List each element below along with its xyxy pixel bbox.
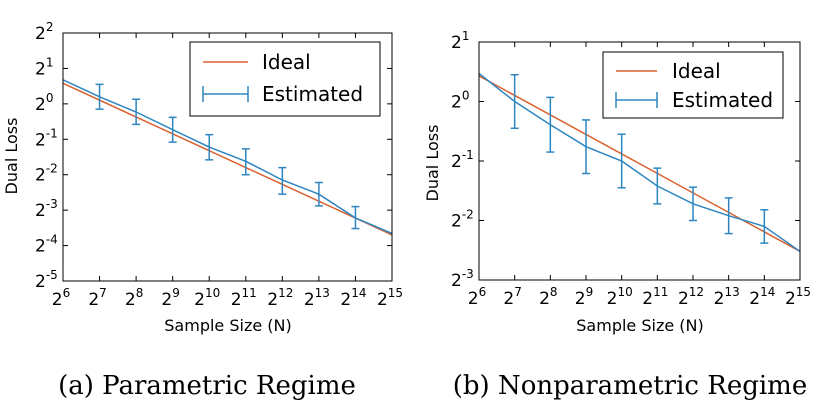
error-bar bbox=[689, 186, 697, 222]
error-bar bbox=[314, 181, 323, 207]
x-tick-label: 27 bbox=[88, 286, 106, 310]
plot-area: 26 27 28 29 210 211 212 213 214 215 21 20 2-1 2-2 2-3 bbox=[451, 29, 811, 309]
ideal-line bbox=[63, 82, 392, 236]
estimated-line bbox=[479, 72, 800, 253]
error-bar bbox=[241, 148, 250, 176]
x-axis-title: Sample Size (N) bbox=[576, 316, 703, 335]
legend-errorbar-icon bbox=[202, 86, 249, 102]
x-tick-label: 213 bbox=[304, 286, 330, 310]
y-tick-label: 2-1 bbox=[451, 148, 474, 172]
y-tick-label: 2-3 bbox=[451, 267, 474, 291]
x-tick-label: 26 bbox=[468, 285, 486, 309]
error-bar bbox=[617, 133, 626, 189]
ideal-line bbox=[479, 75, 800, 253]
x-tick-label: 28 bbox=[539, 285, 557, 309]
y-tick-label: 2-5 bbox=[35, 268, 58, 292]
error-bar bbox=[132, 98, 141, 126]
error-bar bbox=[760, 209, 769, 244]
x-tick-label: 210 bbox=[607, 285, 633, 309]
y-tick-label: 20 bbox=[35, 91, 53, 115]
y-tick-label: 21 bbox=[451, 29, 469, 53]
legend-label-estimated: Estimated bbox=[672, 88, 773, 112]
y-tick-label: 2-2 bbox=[35, 162, 58, 186]
legend: Ideal Estimated bbox=[189, 41, 381, 117]
chart-panel-nonparametric: Dual Loss Sample Size (N) 26 27 28 29 210 211… bbox=[423, 29, 811, 335]
error-bar bbox=[205, 133, 214, 161]
error-bar bbox=[95, 83, 104, 110]
plot-area: 26 27 28 29 210 211 212 213 214 215 22 21 20 2-1 2-2 2-… bbox=[35, 20, 403, 310]
y-axis-title: Dual Loss bbox=[423, 125, 442, 202]
x-tick-label: 215 bbox=[785, 285, 811, 309]
chart-panel-parametric: Dual Loss Sample Size (N) 26 27 28 29 210 211… bbox=[2, 20, 403, 335]
error-bar bbox=[724, 197, 733, 235]
y-tick-label: 2-3 bbox=[35, 197, 58, 221]
y-tick-label: 21 bbox=[35, 55, 53, 79]
y-axis-title: Dual Loss bbox=[2, 118, 21, 195]
plot-frame bbox=[62, 32, 393, 282]
x-tick-label: 28 bbox=[125, 286, 143, 310]
caption-b: (b) Nonparametric Regime bbox=[453, 371, 807, 401]
x-tick-label: 212 bbox=[678, 285, 704, 309]
y-tick-label: 20 bbox=[451, 89, 469, 113]
x-tick-label: 210 bbox=[194, 286, 220, 310]
x-tick-label: 213 bbox=[714, 285, 740, 309]
legend-box bbox=[189, 41, 381, 117]
legend-label-ideal: Ideal bbox=[672, 59, 721, 83]
error-bar bbox=[546, 96, 555, 153]
estimated-line bbox=[63, 79, 392, 235]
x-tick-label: 29 bbox=[161, 286, 179, 310]
x-tick-label: 214 bbox=[749, 285, 775, 309]
error-bar bbox=[278, 166, 287, 195]
error-bar bbox=[168, 116, 177, 143]
error-bar bbox=[582, 119, 590, 175]
y-tick-label: 2-4 bbox=[35, 233, 58, 257]
legend-label-ideal: Ideal bbox=[262, 50, 311, 74]
x-tick-label: 27 bbox=[503, 285, 521, 309]
x-tick-label: 212 bbox=[267, 286, 293, 310]
x-tick-label: 214 bbox=[340, 286, 366, 310]
x-tick-label: 211 bbox=[231, 286, 257, 310]
y-tick-label: 2-1 bbox=[35, 126, 58, 150]
x-tick-label: 29 bbox=[575, 285, 593, 309]
y-tick-label: 2-2 bbox=[451, 208, 474, 232]
legend-label-estimated: Estimated bbox=[262, 82, 363, 106]
legend: Ideal Estimated bbox=[602, 51, 784, 119]
legend-box bbox=[602, 51, 784, 119]
y-tick-label: 22 bbox=[35, 20, 53, 44]
error-bar bbox=[653, 167, 662, 205]
x-tick-label: 215 bbox=[377, 286, 403, 310]
error-bar bbox=[510, 73, 519, 130]
legend-errorbar-icon bbox=[615, 92, 658, 108]
caption-a: (a) Parametric Regime bbox=[58, 371, 356, 401]
x-tick-label: 26 bbox=[52, 286, 70, 310]
error-bar bbox=[351, 205, 360, 230]
x-tick-label: 211 bbox=[642, 285, 668, 309]
x-axis-title: Sample Size (N) bbox=[164, 316, 291, 335]
